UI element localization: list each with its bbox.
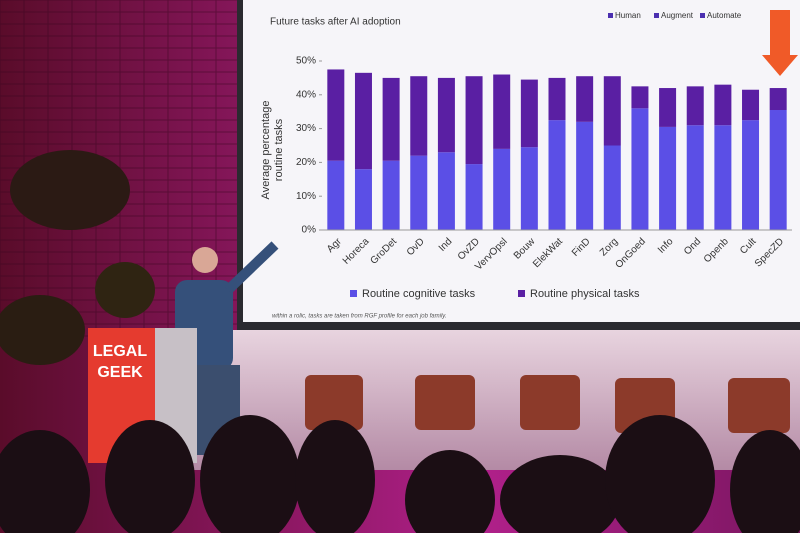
y-axis-label: routine tasks <box>273 118 285 181</box>
bar-segment <box>603 76 621 146</box>
bar-segment <box>714 84 732 126</box>
y-tick-label: 40% <box>296 89 316 100</box>
bar-segment <box>520 79 538 148</box>
bar-segment <box>686 86 704 126</box>
bar-segment <box>382 77 400 161</box>
podium-text: LEGAL <box>93 343 147 360</box>
bar-segment <box>437 152 455 230</box>
bar-segment <box>742 89 760 121</box>
audience <box>0 415 800 533</box>
legend-label: Routine cognitive tasks <box>362 288 476 300</box>
y-tick-label: 20% <box>296 157 316 168</box>
plant <box>95 262 155 318</box>
bar-segment <box>631 108 649 230</box>
bar-segment <box>769 88 787 111</box>
legend-label: Routine physical tasks <box>530 288 640 300</box>
bar-segment <box>631 86 649 109</box>
y-axis-label: Average percentage <box>260 101 272 200</box>
podium-text: GEEK <box>97 364 143 381</box>
bar-segment <box>576 76 594 122</box>
chart-title: Future tasks after AI adoption <box>270 17 401 28</box>
legend-label: Augment <box>661 11 694 20</box>
bar-segment <box>576 121 594 230</box>
plant <box>0 295 85 365</box>
bar-segment <box>354 72 372 170</box>
legend-label: Human <box>615 11 641 20</box>
plant <box>10 150 130 230</box>
bar-segment <box>354 169 372 230</box>
bar-segment <box>520 147 538 230</box>
legend-swatch <box>518 290 525 297</box>
legend-swatch <box>608 13 613 18</box>
y-tick-label: 50% <box>296 56 316 67</box>
bar-segment <box>382 160 400 230</box>
bar-segment <box>493 74 511 149</box>
y-tick-label: 30% <box>296 123 316 134</box>
bar-segment <box>686 125 704 230</box>
footnote: within a rolic, tasks are taken from RGF… <box>272 314 447 320</box>
bar-segment <box>659 88 677 127</box>
bar-segment <box>327 160 345 230</box>
bar-segment <box>769 110 787 230</box>
bar-segment <box>742 120 760 230</box>
bar-segment <box>410 155 428 230</box>
bar-segment <box>465 76 483 165</box>
bar-segment <box>603 145 621 230</box>
legend-swatch <box>350 290 357 297</box>
bar-segment <box>714 125 732 230</box>
bar-segment <box>437 77 455 153</box>
bar-segment <box>659 126 677 230</box>
bar-segment <box>327 69 345 161</box>
y-tick-label: 10% <box>296 191 316 202</box>
bar-segment <box>493 148 511 230</box>
legend-label: Automate <box>707 11 742 20</box>
bar-segment <box>548 120 566 230</box>
y-tick-label: 0% <box>302 225 317 236</box>
bar-segment <box>410 76 428 156</box>
bar-segment <box>548 77 566 121</box>
arrow <box>762 10 798 76</box>
legend-swatch <box>700 13 705 18</box>
legend-swatch <box>654 13 659 18</box>
bar-segment <box>465 164 483 230</box>
